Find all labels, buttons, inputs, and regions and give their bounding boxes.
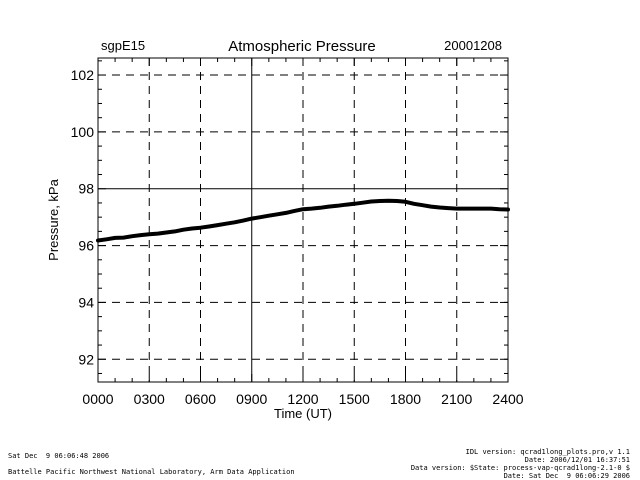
x-tick-labels: 0000 0300 0600 0900 1200 1500 1800 2100 2400 <box>82 391 523 407</box>
x-tick-label: 0600 <box>185 391 216 407</box>
axis-ticks <box>97 58 509 382</box>
y-tick-label: 102 <box>71 67 95 83</box>
y-tick-label: 94 <box>78 294 94 310</box>
y-tick-labels: 92 94 96 98 100 102 <box>71 67 95 367</box>
y-tick-label: 96 <box>78 238 94 254</box>
footer-timestamp: Sat Dec 9 06:06:48 2006 <box>8 452 110 460</box>
site-label: sgpE15 <box>101 38 145 53</box>
footer-date-sat: Date: Sat Dec 9 06:06:29 2006 <box>503 472 630 480</box>
pressure-series-line <box>96 198 510 243</box>
footer-idl-version: IDL version: qcrad1long_plots.pro,v 1.1 <box>465 448 630 456</box>
footer-data-version: Data version: $State: process-vap-qcrad1… <box>410 464 630 472</box>
chart-title: Atmospheric Pressure <box>228 38 376 55</box>
x-tick-label: 0000 <box>82 391 113 407</box>
date-label: 20001208 <box>444 38 502 53</box>
footer-lab: Battelle Pacific Northwest National Labo… <box>8 468 295 476</box>
plot-frame <box>97 57 509 383</box>
x-tick-label: 0300 <box>134 391 165 407</box>
x-tick-label: 1500 <box>339 391 370 407</box>
x-tick-label: 1800 <box>390 391 421 407</box>
y-axis-label: Pressure, kPa <box>46 178 61 260</box>
y-tick-label: 100 <box>71 124 95 140</box>
x-tick-label: 1200 <box>287 391 318 407</box>
grid-lines <box>98 58 508 382</box>
x-tick-label: 2100 <box>441 391 472 407</box>
x-tick-label: 0900 <box>236 391 267 407</box>
y-tick-label: 98 <box>78 181 94 197</box>
y-tick-label: 92 <box>78 351 94 367</box>
footer-date-line: Date: 2006/12/01 16:37:51 <box>524 456 630 464</box>
x-axis-label: Time (UT) <box>274 406 332 421</box>
x-tick-label: 2400 <box>492 391 523 407</box>
